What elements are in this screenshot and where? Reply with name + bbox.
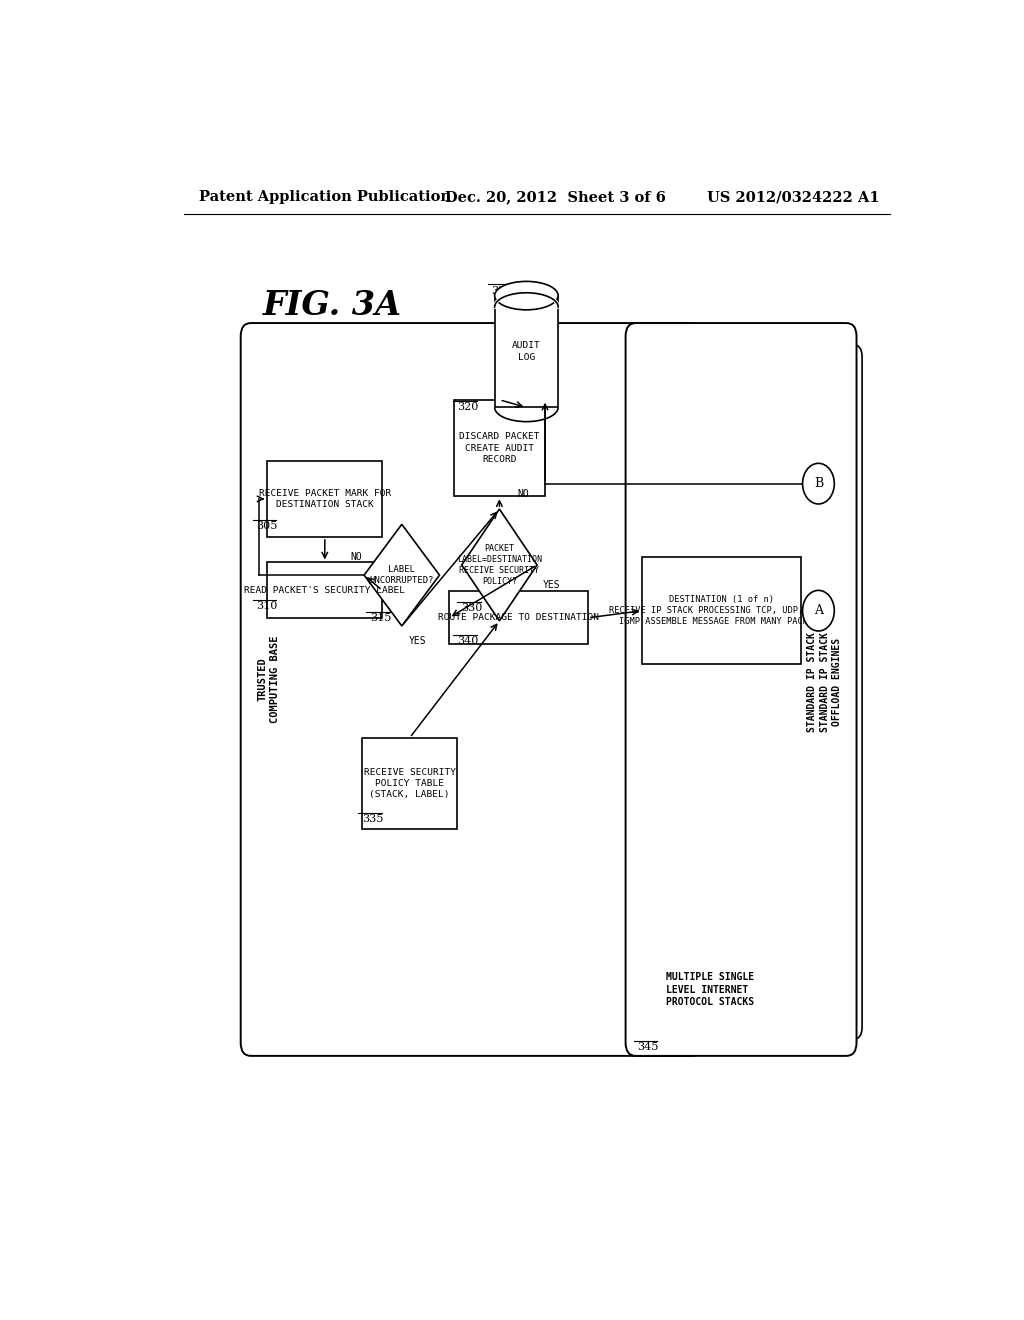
Text: Patent Application Publication: Patent Application Publication (200, 190, 452, 205)
Bar (454, 400, 545, 496)
Text: PACKET
LABEL=DESTINATION
RECEIVE SECURITY
POLICY?: PACKET LABEL=DESTINATION RECEIVE SECURIT… (457, 544, 542, 586)
Bar (267, 461, 382, 537)
Bar (449, 591, 588, 644)
Text: AUDIT
LOG: AUDIT LOG (512, 342, 541, 362)
Text: A: A (814, 605, 823, 618)
Text: NO: NO (517, 488, 529, 499)
Text: FIG. 3A: FIG. 3A (263, 289, 401, 322)
Text: 340: 340 (458, 636, 478, 647)
Text: TRUSTED
COMPUTING BASE: TRUSTED COMPUTING BASE (257, 635, 280, 723)
Text: DISCARD PACKET
CREATE AUDIT
RECORD: DISCARD PACKET CREATE AUDIT RECORD (459, 433, 540, 463)
Text: ROUTE PACKAGE TO DESTINATION: ROUTE PACKAGE TO DESTINATION (438, 614, 599, 622)
Circle shape (803, 590, 835, 631)
Text: YES: YES (409, 636, 426, 647)
FancyBboxPatch shape (694, 334, 852, 1030)
Text: READ PACKET'S SECURITY LABEL: READ PACKET'S SECURITY LABEL (245, 586, 406, 595)
Text: STANDARD IP STACK
STANDARD IP STACK
OFFLOAD ENGINES: STANDARD IP STACK STANDARD IP STACK OFFL… (807, 632, 842, 731)
Text: US 2012/0324222 A1: US 2012/0324222 A1 (708, 190, 880, 205)
FancyBboxPatch shape (241, 323, 701, 1056)
Text: DESTINATION (1 of n)
RECEIVE IP STACK PROCESSING TCP, UDP, ICMP,
IGMP ASSEMBLE M: DESTINATION (1 of n) RECEIVE IP STACK PR… (608, 595, 835, 626)
Bar (495, 296, 558, 408)
Text: 305: 305 (257, 521, 278, 532)
Text: 345: 345 (638, 1041, 658, 1052)
Text: LABEL
UNCORRUPTED?: LABEL UNCORRUPTED? (370, 565, 434, 585)
Text: RECEIVE PACKET MARK FOR
DESTINATION STACK: RECEIVE PACKET MARK FOR DESTINATION STAC… (259, 488, 391, 510)
Text: 310: 310 (257, 601, 278, 611)
Text: 325: 325 (492, 285, 513, 296)
FancyBboxPatch shape (705, 345, 862, 1040)
Bar (267, 562, 382, 618)
Text: B: B (814, 477, 823, 490)
Bar (642, 557, 801, 664)
Text: 330: 330 (461, 603, 482, 612)
Text: YES: YES (543, 581, 560, 590)
Ellipse shape (495, 281, 558, 310)
Text: 320: 320 (458, 403, 478, 412)
Circle shape (803, 463, 835, 504)
Bar (362, 738, 458, 829)
Polygon shape (365, 524, 439, 626)
Polygon shape (462, 510, 538, 620)
Text: RECEIVE SECURITY
POLICY TABLE
(STACK, LABEL): RECEIVE SECURITY POLICY TABLE (STACK, LA… (364, 768, 456, 799)
FancyBboxPatch shape (626, 323, 856, 1056)
Text: 335: 335 (362, 814, 383, 824)
Text: NO: NO (350, 552, 362, 562)
Text: Dec. 20, 2012  Sheet 3 of 6: Dec. 20, 2012 Sheet 3 of 6 (445, 190, 667, 205)
Text: 315: 315 (370, 612, 391, 623)
Text: MULTIPLE SINGLE
LEVEL INTERNET
PROTOCOL STACKS: MULTIPLE SINGLE LEVEL INTERNET PROTOCOL … (666, 973, 755, 1007)
